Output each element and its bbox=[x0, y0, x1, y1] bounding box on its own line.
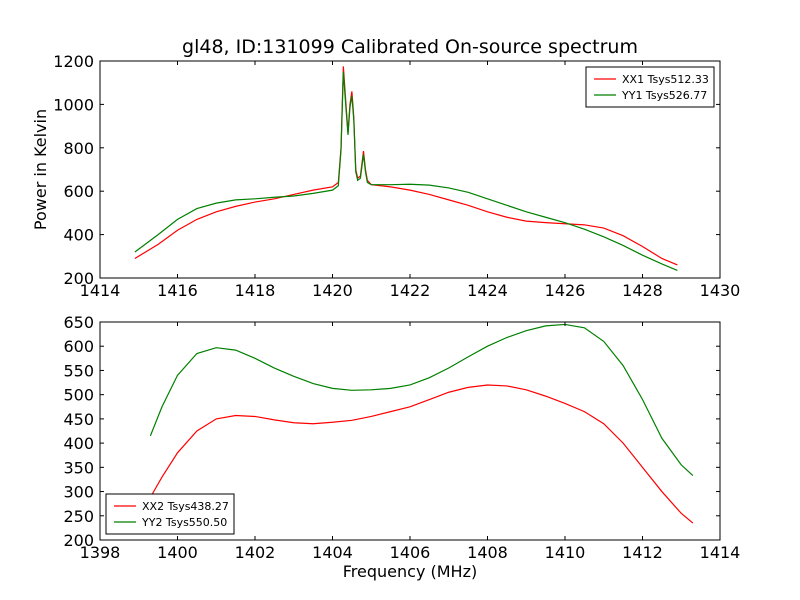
series-line-0-0 bbox=[134, 66, 678, 266]
x-tick-label: 1426 bbox=[545, 281, 586, 300]
y-tick-label: 800 bbox=[63, 139, 94, 158]
y-tick-label: 450 bbox=[63, 410, 94, 429]
legend: XX1 Tsys512.33 YY1 Tsys526.77 bbox=[585, 66, 715, 108]
y-tick-label: 200 bbox=[63, 269, 94, 288]
legend: XX2 Tsys438.27 YY2 Tsys550.50 bbox=[105, 493, 235, 535]
x-tick-label: 1410 bbox=[545, 543, 586, 562]
x-tick-label: 1416 bbox=[157, 281, 198, 300]
bottom-panel: 1398 1400 1402 1404 1406 1408 1410 1412 1414 200 2… bbox=[63, 313, 740, 581]
top-panel: 1414 1416 1418 1420 1422 1424 1426 1428 1430 200 4… bbox=[31, 52, 740, 300]
legend-box bbox=[105, 493, 235, 535]
x-tick-label: 1418 bbox=[235, 281, 276, 300]
legend-label: YY1 Tsys526.77 bbox=[621, 89, 707, 102]
y-tick-label: 200 bbox=[63, 531, 94, 550]
x-tick-label: 1404 bbox=[312, 543, 353, 562]
x-tick-label: 1408 bbox=[467, 543, 508, 562]
legend-box bbox=[585, 66, 715, 108]
y-tick-label: 600 bbox=[63, 337, 94, 356]
legend-label: YY2 Tsys550.50 bbox=[141, 516, 227, 529]
x-tick-label: 1414 bbox=[80, 281, 121, 300]
x-tick-label: 1430 bbox=[700, 281, 741, 300]
y-tick-label: 650 bbox=[63, 313, 94, 332]
y-tick-label: 300 bbox=[63, 483, 94, 502]
y-tick-label: 400 bbox=[63, 434, 94, 453]
y-tick-label: 350 bbox=[63, 458, 94, 477]
x-tick-label: 1402 bbox=[235, 543, 276, 562]
x-axis-label: Frequency (MHz) bbox=[343, 562, 477, 581]
x-tick-label: 1400 bbox=[157, 543, 198, 562]
y-tick-label: 1200 bbox=[53, 52, 94, 71]
y-tick-label: 1000 bbox=[53, 95, 94, 114]
series-group bbox=[134, 66, 678, 271]
x-tick-label: 1428 bbox=[622, 281, 663, 300]
y-tick-label: 400 bbox=[63, 226, 94, 245]
x-tick-label: 1414 bbox=[700, 543, 741, 562]
chart-title: gl48, ID:131099 Calibrated On-source spe… bbox=[182, 36, 638, 58]
x-tick-label: 1422 bbox=[390, 281, 431, 300]
legend-label: XX1 Tsys512.33 bbox=[622, 73, 709, 86]
y-tick-label: 250 bbox=[63, 507, 94, 526]
y-tick-label: 500 bbox=[63, 386, 94, 405]
series-line-1-0 bbox=[149, 384, 694, 524]
series-line-1-1 bbox=[149, 323, 694, 477]
y-tick-label: 600 bbox=[63, 182, 94, 201]
series-line-0-1 bbox=[134, 71, 678, 271]
y-axis-label: Power in Kelvin bbox=[31, 109, 50, 230]
x-tick-label: 1412 bbox=[622, 543, 663, 562]
y-tick-label: 550 bbox=[63, 361, 94, 380]
series-group bbox=[149, 323, 694, 524]
legend-label: XX2 Tsys438.27 bbox=[142, 500, 229, 513]
x-tick-label: 1406 bbox=[390, 543, 431, 562]
x-tick-label: 1398 bbox=[80, 543, 121, 562]
x-tick-label: 1420 bbox=[312, 281, 353, 300]
x-tick-label: 1424 bbox=[467, 281, 508, 300]
